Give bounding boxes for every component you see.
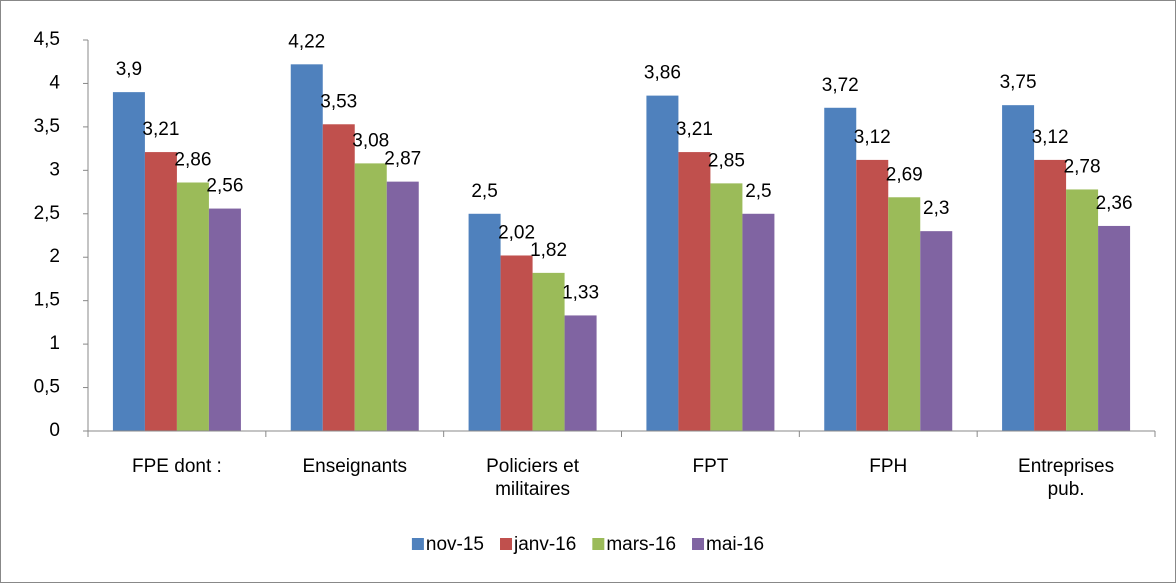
y-tick-label: 4,5: [34, 29, 60, 50]
bar: [532, 272, 565, 431]
bar: [710, 183, 743, 431]
bar: [386, 181, 419, 431]
x-tick-label: Enseignants: [302, 456, 408, 477]
bar: [920, 231, 953, 431]
bar: [290, 64, 323, 431]
x-tick-label: FPH: [869, 456, 908, 477]
y-tick-label: 0: [49, 420, 60, 441]
y-tick-label: 0,5: [34, 377, 60, 398]
y-tick-label: 1: [49, 333, 60, 354]
data-label: 3,75: [1000, 72, 1037, 93]
legend-label: nov-15: [426, 534, 484, 555]
data-label: 2,87: [384, 149, 421, 170]
data-label: 4,22: [288, 31, 325, 52]
data-label: 2,3: [923, 198, 949, 219]
bar: [1066, 189, 1099, 431]
bar: [112, 92, 145, 431]
x-tick-label: FPT: [692, 456, 729, 477]
bar: [1002, 105, 1035, 432]
x-tick-label: Entreprises pub.: [1018, 456, 1115, 500]
bar: [354, 163, 387, 432]
data-label: 3,21: [142, 119, 179, 140]
bar: [500, 255, 533, 431]
legend-label: mars-16: [606, 534, 676, 555]
data-label: 2,78: [1064, 156, 1101, 177]
x-tick-label: Policiers et militaires: [486, 456, 580, 500]
data-label: 2,5: [471, 181, 497, 202]
data-label: 3,12: [1032, 127, 1069, 148]
data-label: 3,12: [854, 127, 891, 148]
legend-swatch: [500, 538, 513, 550]
bar: [1098, 225, 1131, 431]
bar: [742, 213, 775, 431]
data-label: 2,5: [745, 181, 771, 202]
y-tick-label: 3: [49, 159, 60, 180]
x-tick-label: FPE dont :: [132, 456, 222, 477]
bar: [888, 197, 921, 431]
y-tick-label: 2,5: [34, 203, 60, 224]
y-tick-label: 3,5: [34, 116, 60, 137]
legend-swatch: [692, 538, 705, 550]
bar: [856, 159, 889, 431]
legend-swatch: [411, 538, 424, 550]
data-label: 3,72: [822, 75, 859, 96]
data-label: 3,9: [116, 59, 142, 80]
data-label: 3,21: [676, 119, 713, 140]
bar: [646, 95, 679, 431]
bar: [322, 124, 355, 431]
y-tick-label: 2: [49, 246, 60, 267]
data-label: 2,36: [1096, 193, 1133, 214]
data-label: 1,33: [562, 282, 599, 303]
y-tick-label: 1,5: [34, 290, 60, 311]
bar: [208, 208, 241, 431]
bar: [564, 315, 597, 431]
bar: [1034, 159, 1067, 431]
data-label: 2,85: [708, 150, 745, 171]
data-label: 2,69: [886, 164, 923, 185]
data-label: 2,02: [498, 223, 535, 244]
data-label: 1,82: [530, 240, 567, 261]
bar: [824, 107, 857, 432]
data-label: 2,56: [206, 176, 243, 197]
legend-label: janv-16: [513, 534, 576, 555]
bar: [144, 152, 177, 431]
bar: [468, 213, 501, 431]
data-label: 3,53: [320, 91, 357, 112]
data-label: 3,08: [352, 130, 389, 151]
data-label: 2,86: [174, 150, 211, 171]
data-label: 3,86: [644, 63, 681, 84]
y-tick-label: 4: [49, 72, 60, 93]
legend-label: mai-16: [706, 534, 764, 555]
bar: [678, 152, 711, 431]
bar: [176, 182, 209, 431]
legend-swatch: [592, 538, 605, 550]
